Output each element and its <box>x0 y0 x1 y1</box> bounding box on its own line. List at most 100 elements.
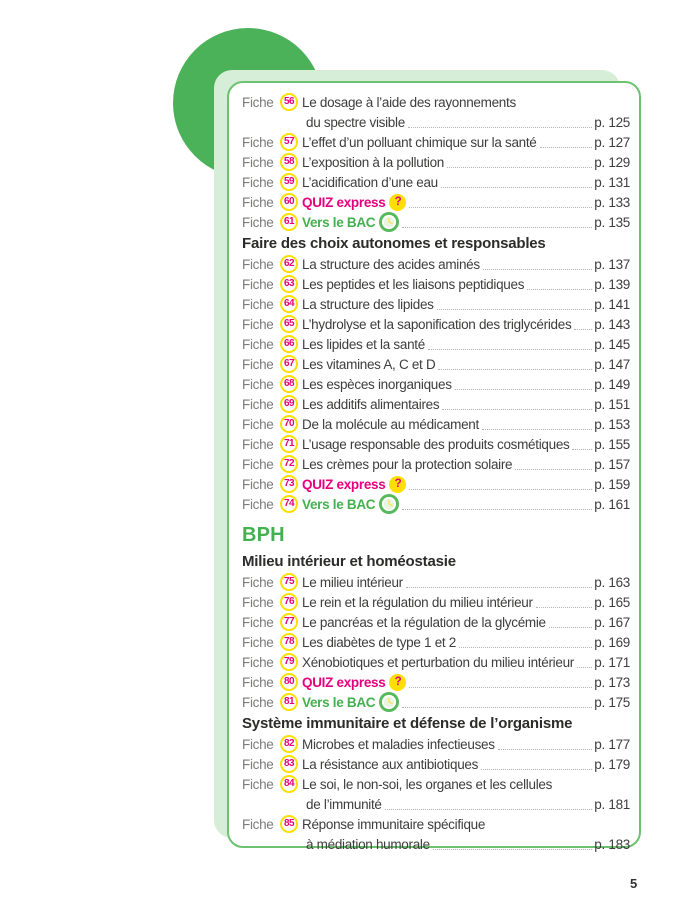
clock-icon <box>379 212 400 232</box>
fiche-number-badge: 57 <box>280 133 298 151</box>
fiche-number-badge: 61 <box>280 213 298 231</box>
clock-icon <box>379 692 400 712</box>
toc-entry[interactable]: Fiche 59 L’acidification d’une eau p. 131 <box>242 172 630 192</box>
fiche-label: Fiche <box>242 94 274 110</box>
entry-title: Le soi, le non-soi, les organes et les c… <box>302 776 553 792</box>
entry-title: L’hydrolyse et la saponification des tri… <box>302 316 572 332</box>
dot-leader <box>402 509 593 510</box>
toc-entry-continuation[interactable]: à médiation humorale p. 183 <box>242 834 630 854</box>
fiche-number-badge: 75 <box>280 573 298 591</box>
entry-title: La structure des lipides <box>302 296 434 312</box>
fiche-label: Fiche <box>242 634 274 650</box>
toc-entry[interactable]: Fiche 57 L’effet d’un polluant chimique su… <box>242 132 630 152</box>
toc-entry[interactable]: Fiche 79 Xénobiotiques et perturbation du … <box>242 652 630 672</box>
quiz-express-label: QUIZ express <box>302 674 386 690</box>
fiche-number-badge: 72 <box>280 455 298 473</box>
question-icon: ? <box>389 193 407 211</box>
toc-entry[interactable]: Fiche 75 Le milieu intérieur p. 163 <box>242 572 630 592</box>
section-title: Faire des choix autonomes et responsable… <box>242 234 546 252</box>
entry-title: Les espèces inorganiques <box>302 376 452 392</box>
fiche-label: Fiche <box>242 456 274 472</box>
toc-entry[interactable]: Fiche 69 Les additifs alimentaires p. 151 <box>242 394 630 414</box>
toc-entry[interactable]: Fiche 56 Le dosage à l’aide des rayonnemen… <box>242 92 630 112</box>
page-ref: p. 143 <box>594 316 630 332</box>
section-title: Milieu intérieur et homéostasie <box>242 552 456 570</box>
fiche-label: Fiche <box>242 416 274 432</box>
entry-title-line2: à médiation humorale <box>306 836 430 852</box>
toc-entry[interactable]: Fiche 73 QUIZ express? p. 159 <box>242 474 630 494</box>
quiz-express-label: QUIZ express <box>302 194 386 210</box>
toc-entry-continuation[interactable]: du spectre visible p. 125 <box>242 112 630 132</box>
toc-entry[interactable]: Fiche 83 La résistance aux antibiotiques p.… <box>242 754 630 774</box>
toc-entry[interactable]: Fiche 74 Vers le BAC p. 161 <box>242 494 630 514</box>
page-ref: p. 163 <box>594 574 630 590</box>
fiche-number-badge: 76 <box>280 593 298 611</box>
toc-entry[interactable]: Fiche 81 Vers le BAC p. 175 <box>242 692 630 712</box>
toc-entry[interactable]: Fiche 71 L’usage responsable des produits … <box>242 434 630 454</box>
toc-entry-continuation[interactable]: de l’immunité p. 181 <box>242 794 630 814</box>
toc-entry[interactable]: Fiche 65 L’hydrolyse et la saponification … <box>242 314 630 334</box>
dot-leader <box>402 707 593 708</box>
fiche-number-badge: 63 <box>280 275 298 293</box>
page-ref: p. 175 <box>594 694 630 710</box>
toc-entry[interactable]: Fiche 66 Les lipides et la santé p. 145 <box>242 334 630 354</box>
toc-entry[interactable]: Fiche 64 La structure des lipides p. 141 <box>242 294 630 314</box>
entry-title: L’usage responsable des produits cosméti… <box>302 436 570 452</box>
toc-entry[interactable]: Fiche 58 L’exposition à la pollution p. 129 <box>242 152 630 172</box>
dot-leader <box>442 409 593 410</box>
dot-leader <box>539 147 593 148</box>
toc-list: Fiche 56 Le dosage à l’aide des rayonnemen… <box>242 92 630 854</box>
dot-leader <box>432 849 593 850</box>
entry-title: La structure des acides aminés <box>302 256 480 272</box>
entry-title: Le milieu intérieur <box>302 574 403 590</box>
toc-entry[interactable]: Fiche 72 Les crèmes pour la protection sol… <box>242 454 630 474</box>
page-ref: p. 145 <box>594 336 630 352</box>
toc-entry[interactable]: Fiche 82 Microbes et maladies infectieuses… <box>242 734 630 754</box>
dot-leader <box>497 749 593 750</box>
fiche-label: Fiche <box>242 376 274 392</box>
fiche-number-badge: 81 <box>280 693 298 711</box>
dot-leader <box>427 349 593 350</box>
fiche-label: Fiche <box>242 214 274 230</box>
dot-leader <box>409 489 593 490</box>
toc-entry[interactable]: Fiche 61 Vers le BAC p. 135 <box>242 212 630 232</box>
toc-entry[interactable]: Fiche 77 Le pancréas et la régulation de l… <box>242 612 630 632</box>
toc-entry[interactable]: Fiche 85 Réponse immunitaire spécifique <box>242 814 630 834</box>
page-ref: p. 149 <box>594 376 630 392</box>
page-ref: p. 165 <box>594 594 630 610</box>
fiche-number-badge: 79 <box>280 653 298 671</box>
toc-entry[interactable]: Fiche 63 Les peptides et les liaisons pept… <box>242 274 630 294</box>
dot-leader <box>409 207 593 208</box>
page-ref: p. 151 <box>594 396 630 412</box>
page-ref: p. 139 <box>594 276 630 292</box>
fiche-label: Fiche <box>242 396 274 412</box>
toc-entry[interactable]: Fiche 62 La structure des acides aminés p. … <box>242 254 630 274</box>
fiche-number-badge: 67 <box>280 355 298 373</box>
toc-entry[interactable]: Fiche 70 De la molécule au médicament p. 15… <box>242 414 630 434</box>
entry-title: L’acidification d’une eau <box>302 174 438 190</box>
page-ref: p. 131 <box>594 174 630 190</box>
toc-entry[interactable]: Fiche 67 Les vitamines A, C et D p. 147 <box>242 354 630 374</box>
fiche-number-badge: 82 <box>280 735 298 753</box>
fiche-number-badge: 78 <box>280 633 298 651</box>
entry-title: Les peptides et les liaisons peptidiques <box>302 276 525 292</box>
toc-entry[interactable]: Fiche 76 Le rein et la régulation du milie… <box>242 592 630 612</box>
toc-entry[interactable]: Fiche 60 QUIZ express? p. 133 <box>242 192 630 212</box>
toc-entry[interactable]: Fiche 80 QUIZ express? p. 173 <box>242 672 630 692</box>
fiche-number-badge: 71 <box>280 435 298 453</box>
entry-title: Les additifs alimentaires <box>302 396 440 412</box>
fiche-label: Fiche <box>242 654 274 670</box>
fiche-label: Fiche <box>242 436 274 452</box>
entry-title: Le pancréas et la régulation de la glycé… <box>302 614 546 630</box>
toc-entry[interactable]: Fiche 78 Les diabètes de type 1 et 2 p. 169 <box>242 632 630 652</box>
fiche-label: Fiche <box>242 736 274 752</box>
toc-card: Fiche 56 Le dosage à l’aide des rayonnemen… <box>227 81 641 852</box>
fiche-label: Fiche <box>242 614 274 630</box>
fiche-number-badge: 77 <box>280 613 298 631</box>
toc-entry[interactable]: Fiche 68 Les espèces inorganiques p. 149 <box>242 374 630 394</box>
page-ref: p. 183 <box>594 836 630 852</box>
page-ref: p. 127 <box>594 134 630 150</box>
entry-title: De la molécule au médicament <box>302 416 479 432</box>
toc-entry[interactable]: Fiche 84 Le soi, le non-soi, les organes e… <box>242 774 630 794</box>
page-ref: p. 169 <box>594 634 630 650</box>
